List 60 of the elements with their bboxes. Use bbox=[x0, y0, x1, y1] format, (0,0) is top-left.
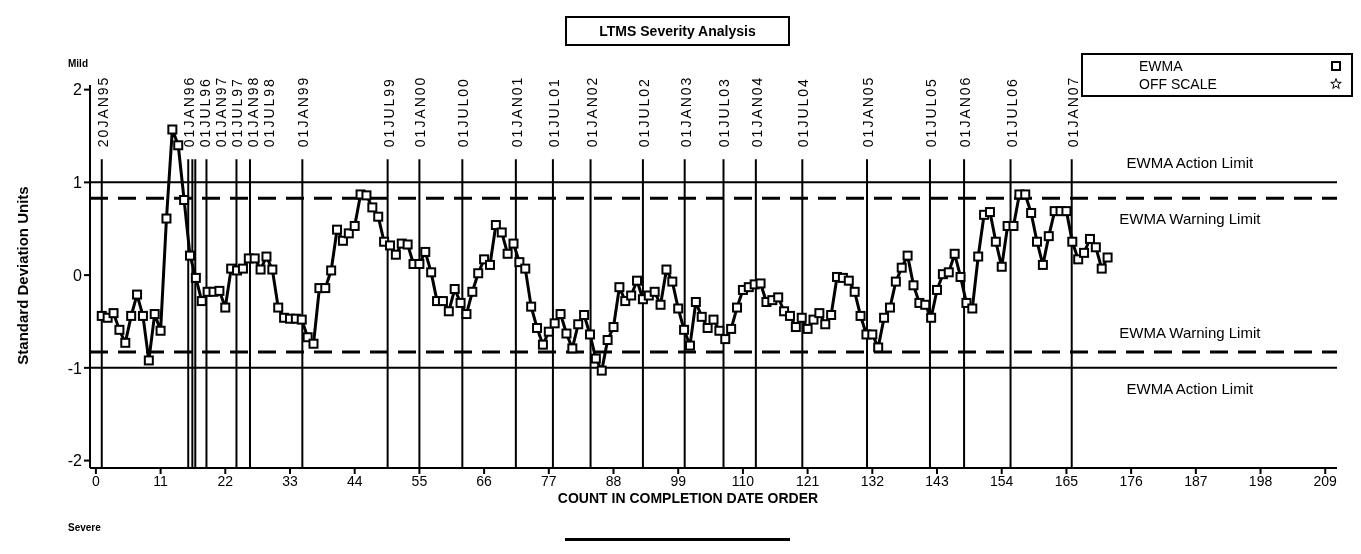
ref-line-label: EWMA Warning Limit bbox=[1119, 210, 1262, 228]
x-tick-label: 176 bbox=[1119, 472, 1144, 489]
ref-line-label: 01JAN97 bbox=[213, 75, 230, 148]
y-tick-label: 0 bbox=[73, 266, 83, 284]
ref-line-label: 01JUL03 bbox=[716, 77, 733, 148]
x-tick-label: 11 bbox=[153, 472, 169, 489]
ref-line-label: 01JAN06 bbox=[957, 75, 974, 148]
text: EWMA bbox=[1139, 58, 1184, 74]
ref-line-label: 01JAN07 bbox=[1064, 75, 1081, 148]
ref-line-label: 01JAN98 bbox=[245, 75, 262, 148]
ref-line-label: 01JUL00 bbox=[455, 77, 472, 148]
x-tick-label: 198 bbox=[1248, 472, 1273, 489]
text: Mild bbox=[68, 58, 88, 69]
y-axis-title: Standard Deviation Units bbox=[13, 185, 31, 367]
x-tick-label: 33 bbox=[282, 472, 298, 489]
legend-label: OFF SCALE bbox=[1139, 76, 1218, 92]
x-tick-label: 88 bbox=[605, 472, 622, 489]
x-tick-label: 44 bbox=[346, 472, 363, 489]
ref-line-label: 01JAN04 bbox=[748, 75, 765, 148]
y-tick-label: 1 bbox=[73, 174, 83, 192]
x-tick-label: 165 bbox=[1054, 472, 1079, 489]
text: Severe bbox=[68, 522, 101, 533]
x-tick-label: 77 bbox=[541, 472, 557, 489]
ref-line-label: 01JUL05 bbox=[922, 77, 939, 148]
ref-line-label: 20JAN95 bbox=[94, 75, 111, 148]
x-tick-label: 132 bbox=[860, 472, 885, 489]
ref-line-label: 01JAN96 bbox=[181, 75, 198, 148]
ref-line-label: EWMA Action Limit bbox=[1126, 379, 1255, 397]
ref-line-label: 01JAN00 bbox=[412, 75, 429, 148]
ref-line-label: 01JAN02 bbox=[583, 75, 600, 148]
chart-title: LTMS Severity Analysis bbox=[565, 16, 790, 46]
y-tick-label: 2 bbox=[73, 81, 83, 99]
x-tick-label: 143 bbox=[925, 472, 949, 489]
ref-line-label: 01JUL02 bbox=[635, 77, 652, 148]
x-tick-label: 0 bbox=[91, 472, 100, 489]
x-tick-label: 110 bbox=[731, 472, 755, 489]
x-tick-label: 22 bbox=[217, 472, 234, 489]
ref-line-label: 01JAN03 bbox=[677, 75, 694, 148]
ref-line-label: 01JAN01 bbox=[508, 75, 525, 148]
x-tick-label: 187 bbox=[1184, 472, 1208, 489]
ref-line-label: 01JUL01 bbox=[545, 77, 562, 148]
x-tick-label: 99 bbox=[670, 472, 687, 489]
ref-line-label: EWMA Action Limit bbox=[1126, 154, 1255, 172]
x-tick-label: 55 bbox=[411, 472, 428, 489]
ref-line-label: 01JUL97 bbox=[229, 77, 246, 148]
x-tick-label: 209 bbox=[1313, 472, 1338, 489]
ref-line-label: 01JUL06 bbox=[1003, 77, 1020, 148]
y-tick-label: -1 bbox=[67, 359, 83, 377]
ref-line-label: 01JAN99 bbox=[295, 75, 312, 148]
ref-line-label: 01JUL96 bbox=[197, 77, 214, 148]
ref-line-label: 01JAN05 bbox=[860, 75, 877, 148]
y-tick-label: -2 bbox=[67, 452, 83, 470]
ref-line-label: EWMA Warning Limit bbox=[1119, 324, 1262, 342]
x-tick-label: 154 bbox=[990, 472, 1014, 489]
x-axis-title: COUNT IN COMPLETION DATE ORDER bbox=[556, 490, 820, 506]
ref-line-label: 01JUL99 bbox=[380, 77, 397, 148]
x-tick-label: 121 bbox=[795, 472, 820, 489]
ref-line-label: 01JUL04 bbox=[795, 77, 812, 148]
x-tick-label: 66 bbox=[476, 472, 493, 489]
ref-line-label: 01JUL98 bbox=[261, 77, 278, 148]
